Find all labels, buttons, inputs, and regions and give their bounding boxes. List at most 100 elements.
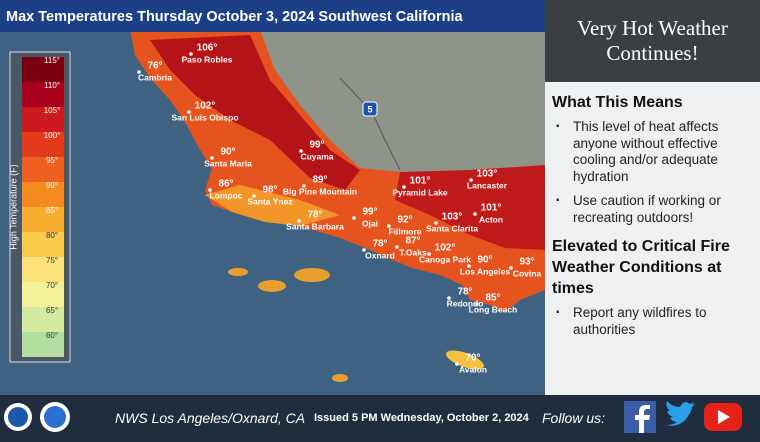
- map-title: Max Temperatures Thursday October 3, 202…: [6, 9, 464, 25]
- place-name: T.Oaks: [399, 247, 427, 257]
- legend-label: 65°: [46, 306, 58, 315]
- island: [258, 280, 286, 292]
- place-name: Acton: [479, 214, 503, 224]
- place-name: Cambria: [138, 72, 172, 82]
- temperature: 106°: [197, 43, 218, 54]
- place-name: Lancaster: [467, 180, 508, 190]
- temperature: 85°: [485, 293, 500, 304]
- city-dot: [473, 212, 477, 216]
- highway-number: 5: [367, 104, 372, 114]
- legend-swatch: [22, 282, 64, 307]
- facebook-glyph: [635, 405, 650, 433]
- land-very-hot: [150, 35, 360, 190]
- city-dot: [467, 264, 471, 268]
- legend-swatch: [22, 307, 64, 332]
- temperature: 98°: [262, 185, 277, 196]
- temperature: 76°: [147, 61, 162, 72]
- place-name: San Luis Obispo: [171, 112, 238, 122]
- logos: [4, 402, 70, 432]
- bullet: Use caution if working or recreating out…: [556, 193, 752, 226]
- place-name: Santa Barbara: [286, 221, 344, 231]
- temperature: 99°: [309, 140, 324, 151]
- city-dot: [469, 178, 473, 182]
- section-title: Elevated to Critical Fire Weather Condit…: [552, 238, 730, 297]
- issued-time: Issued 5 PM Wednesday, October 2, 2024: [314, 412, 529, 424]
- city-dot: [352, 216, 356, 220]
- place-name: Paso Robles: [181, 54, 232, 64]
- city-dot: [455, 362, 459, 366]
- temperature: 103°: [442, 212, 463, 223]
- temperature: 78°: [457, 287, 472, 298]
- follow-label: Follow us:: [542, 410, 606, 426]
- twitter-icon[interactable]: [666, 401, 696, 426]
- legend-label: 80°: [46, 231, 58, 240]
- temperature: 78°: [372, 239, 387, 250]
- temperature: 92°: [397, 215, 412, 226]
- city-dot: [475, 302, 479, 306]
- place-name: Big Pine Mountain: [283, 186, 357, 196]
- city-dot: [187, 110, 191, 114]
- place-name: Covina: [513, 268, 542, 278]
- bullet: Report any wildfires to authorities: [556, 305, 752, 338]
- legend-label: 115°: [44, 56, 60, 65]
- panel-sections: What This Means This level of heat affect…: [545, 92, 760, 338]
- city-dot: [189, 52, 193, 56]
- city-dot: [509, 266, 513, 270]
- temperature: 101°: [481, 203, 502, 214]
- legend-label: 75°: [46, 256, 58, 265]
- place-name: Los Angeles: [460, 266, 510, 276]
- land-inland: [260, 30, 545, 172]
- place-name: Lompoc: [209, 190, 242, 200]
- land-very-hot: [395, 165, 545, 250]
- legend-swatch: [22, 132, 64, 157]
- place-name: Oxnard: [365, 250, 395, 260]
- legend-label: 110°: [44, 81, 60, 90]
- place-name: Canoga Park: [419, 254, 471, 264]
- city-dot: [297, 219, 301, 223]
- place-name: Long Beach: [469, 304, 518, 314]
- city-dot: [387, 224, 391, 228]
- legend-swatch: [22, 157, 64, 182]
- office-name: NWS Los Angeles/Oxnard, CA: [115, 410, 306, 426]
- city-dot: [362, 248, 366, 252]
- place-name: Pyramid Lake: [392, 187, 448, 197]
- legend-label: 85°: [46, 206, 58, 215]
- temperature: 78°: [307, 210, 322, 221]
- place-name: Redondo: [447, 298, 484, 308]
- legend-swatch: [22, 257, 64, 282]
- place-name: Avalon: [459, 364, 487, 374]
- legend-swatch: [22, 107, 64, 132]
- city-dot: [210, 156, 214, 160]
- legend-swatch: [22, 182, 64, 207]
- city-dot: [402, 185, 406, 189]
- temperature: 101°: [410, 176, 431, 187]
- nws-logo-inner: [44, 406, 66, 428]
- social-icons: [624, 401, 742, 433]
- city-dot: [208, 188, 212, 192]
- temperature: 102°: [435, 243, 456, 254]
- legend-swatch: [22, 57, 64, 82]
- place-name: Santa Clarita: [426, 223, 478, 233]
- legend-label: 105°: [44, 106, 61, 115]
- temperature: 102°: [195, 101, 216, 112]
- panel-heading: Very Hot Weather Continues!: [545, 0, 760, 82]
- land-warm-coast: [205, 185, 340, 226]
- legend-label: 90°: [46, 181, 58, 190]
- temperature: 87°: [405, 236, 420, 247]
- city-dot: [299, 149, 303, 153]
- city-dot: [252, 194, 256, 198]
- place-name: Santa Ynez: [247, 196, 292, 206]
- map: 5 Max Temperatures Thursday October 3, 2…: [0, 0, 545, 395]
- legend-swatch: [22, 332, 64, 357]
- island: [294, 268, 330, 282]
- place-name: Cuyama: [300, 151, 333, 161]
- info-panel: Very Hot Weather Continues! What This Me…: [545, 0, 760, 395]
- section-title: What This Means: [552, 94, 683, 111]
- island: [446, 350, 484, 370]
- city-dot: [302, 184, 306, 188]
- bullet: This level of heat affects anyone withou…: [556, 119, 752, 185]
- footer: NWS Los Angeles/Oxnard, CA Issued 5 PM W…: [0, 395, 760, 442]
- temperature: 89°: [312, 175, 327, 186]
- temperature: 93°: [519, 257, 534, 268]
